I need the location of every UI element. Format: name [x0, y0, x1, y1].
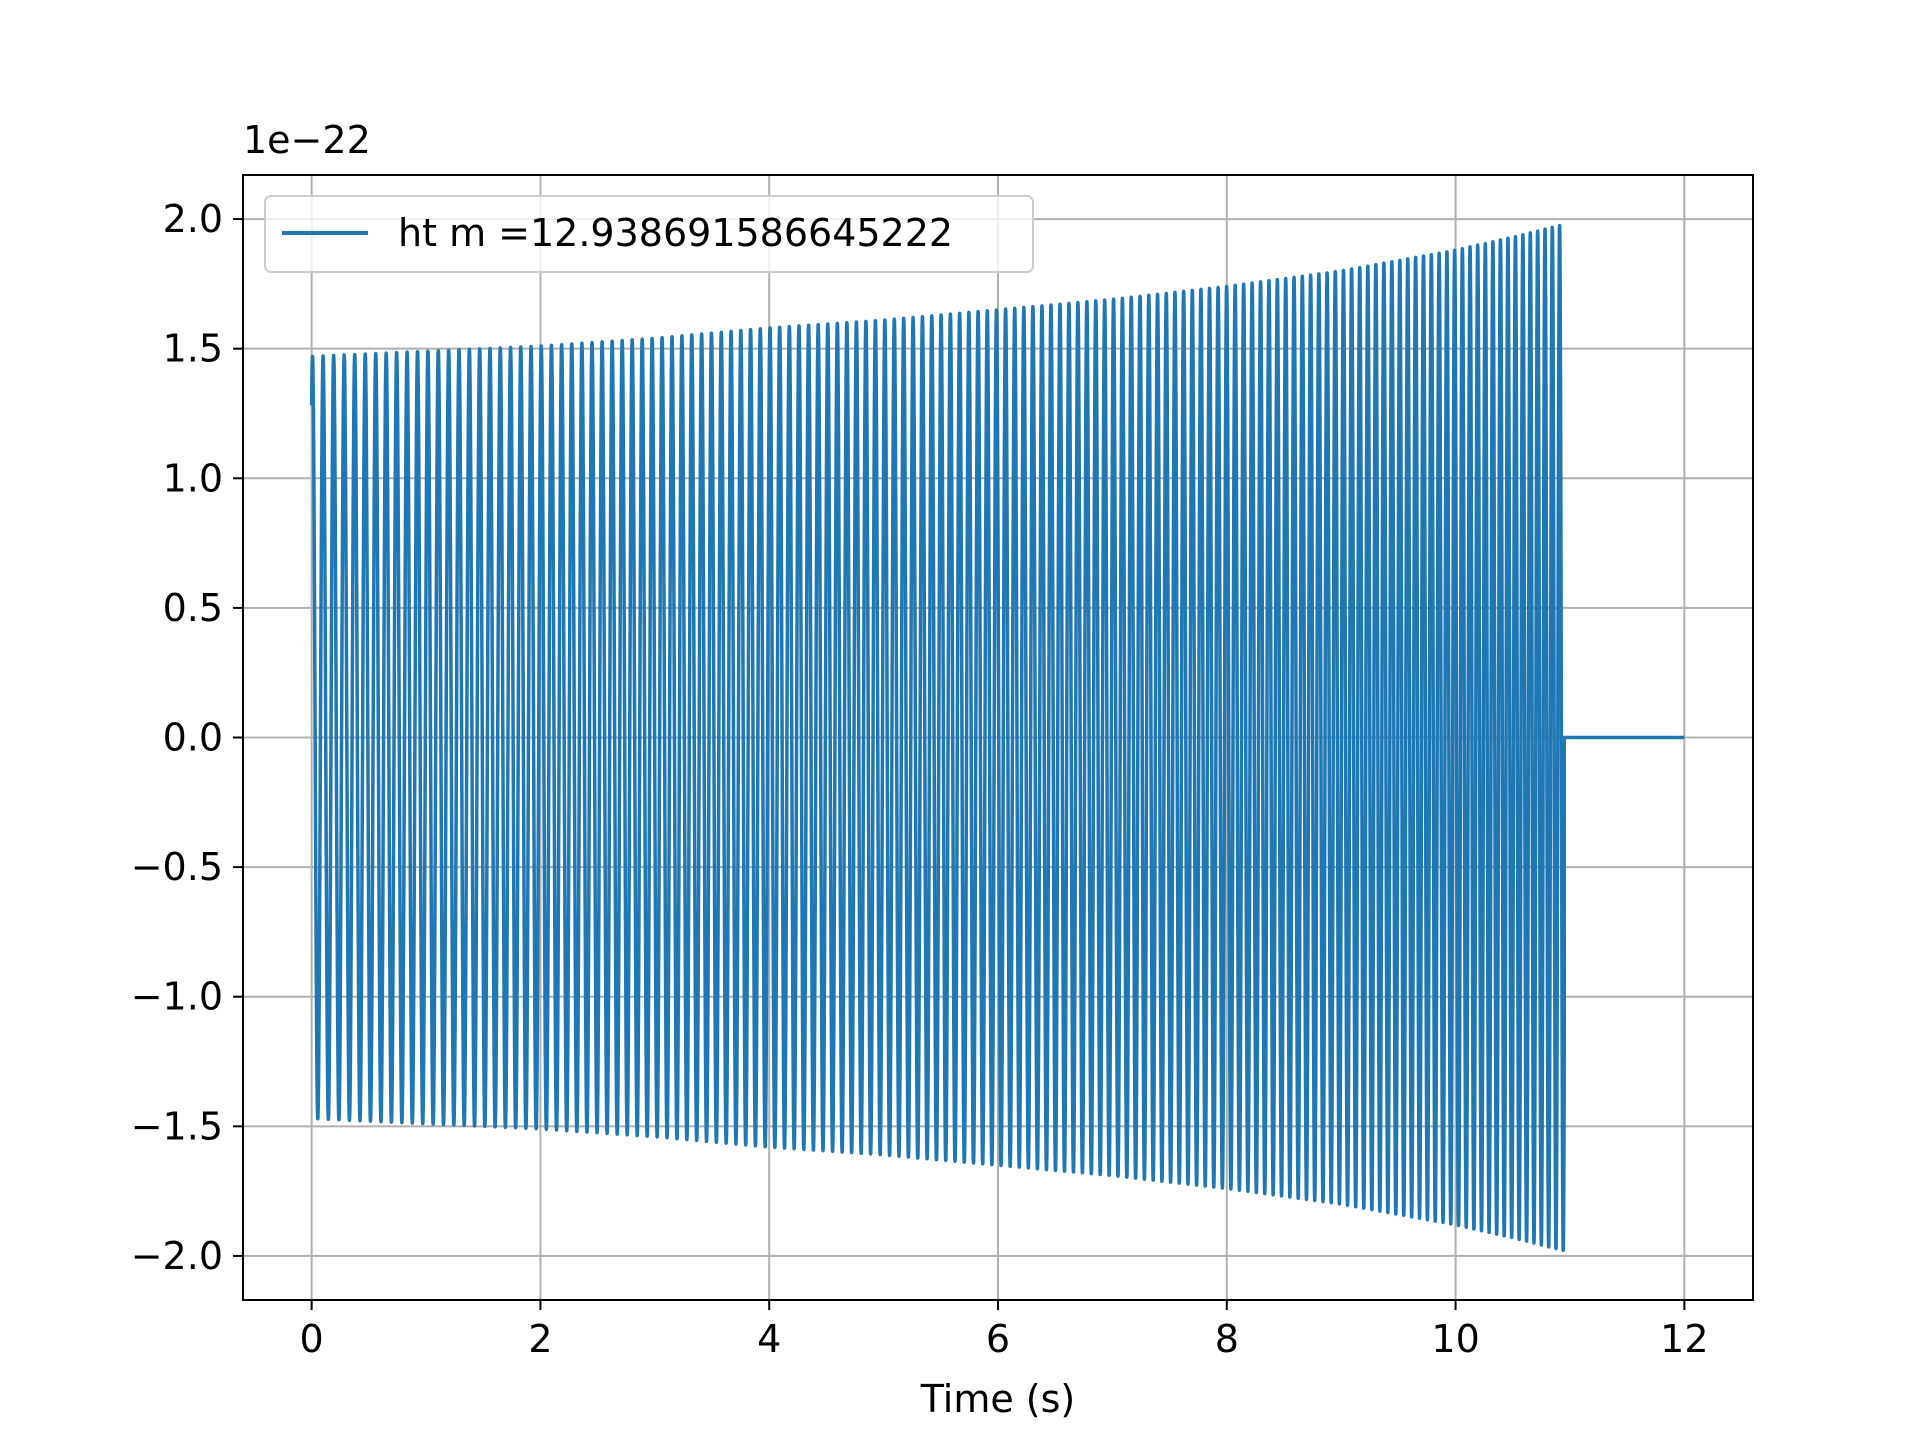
y-tick-label: 2.0	[163, 197, 223, 241]
y-tick-label: −0.5	[131, 845, 223, 889]
legend-label: ht m =12.938691586645222	[398, 211, 953, 255]
y-tick-label: 1.5	[163, 327, 223, 371]
x-tick-label: 10	[1431, 1317, 1479, 1361]
legend-box	[264, 195, 1034, 273]
x-tick-label: 8	[1215, 1317, 1239, 1361]
x-tick-label: 12	[1660, 1317, 1708, 1361]
y-tick-label: 1.0	[163, 456, 223, 500]
y-tick-label: 0.0	[163, 716, 223, 760]
y-tick-label: −1.0	[131, 975, 223, 1019]
x-axis-ticks: 0 2 4 6 8 10 12	[300, 1300, 1709, 1361]
x-tick-label: 4	[757, 1317, 781, 1361]
y-axis-ticks: 2.0 1.5 1.0 0.5 0.0 −0.5 −1.0 −1.5 −2.0	[131, 197, 243, 1278]
x-tick-label: 2	[528, 1317, 552, 1361]
x-tick-label: 6	[986, 1317, 1010, 1361]
x-tick-label: 0	[300, 1317, 324, 1361]
y-tick-label: 0.5	[163, 586, 223, 630]
series-line-ht	[309, 223, 1685, 1253]
y-tick-label: −1.5	[131, 1104, 223, 1148]
y-axis-offset-text: 1e−22	[243, 118, 371, 162]
series-layer	[309, 223, 1685, 1253]
y-tick-label: −2.0	[131, 1234, 223, 1278]
legend: ht m =12.938691586645222	[264, 195, 1034, 273]
x-axis-label: Time (s)	[920, 1377, 1076, 1421]
